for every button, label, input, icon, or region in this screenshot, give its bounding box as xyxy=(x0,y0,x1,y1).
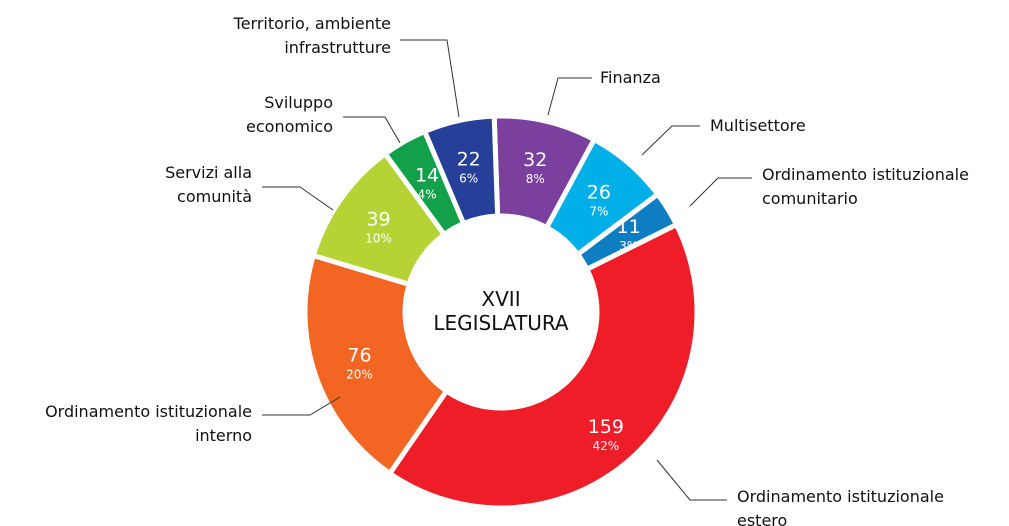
percent-label: 8% xyxy=(526,171,545,185)
percent-label: 7% xyxy=(589,204,608,218)
category-label: Ordinamento istituzionale interno xyxy=(45,402,252,445)
leader-line xyxy=(343,116,401,144)
value-label: 76 xyxy=(347,344,371,366)
category-label: Sviluppo economico xyxy=(246,93,333,136)
value-label: 159 xyxy=(588,415,624,437)
category-label: Ordinamento istituzionale comunitario xyxy=(762,165,969,208)
percent-label: 10% xyxy=(365,231,392,245)
leader-line xyxy=(262,186,334,211)
leader-line xyxy=(262,396,341,416)
leader-line xyxy=(400,39,460,118)
category-label: Territorio, ambiente infrastrutture xyxy=(233,14,391,57)
category-label: Finanza xyxy=(600,68,661,87)
leader-line xyxy=(641,125,700,156)
category-label: Servizi alla comunità xyxy=(165,163,252,206)
value-label: 39 xyxy=(366,208,390,230)
percent-label: 20% xyxy=(346,367,373,381)
leader-line xyxy=(656,459,727,501)
category-label: Multisettore xyxy=(710,116,806,135)
category-label: Ordinamento istituzionale estero xyxy=(737,487,944,526)
percent-label: 4% xyxy=(418,187,437,201)
percent-label: 42% xyxy=(593,438,620,452)
value-label: 22 xyxy=(457,148,481,170)
donut-segment xyxy=(386,221,700,511)
leader-line xyxy=(547,77,592,116)
value-label: 11 xyxy=(617,216,641,238)
value-label: 26 xyxy=(587,181,611,203)
percent-label: 6% xyxy=(459,171,478,185)
leader-line xyxy=(689,177,752,207)
donut-segment xyxy=(302,252,451,477)
value-label: 32 xyxy=(523,148,547,170)
donut-segment xyxy=(421,113,501,227)
center-title: XVII LEGISLATURA xyxy=(433,287,569,335)
value-label: 14 xyxy=(415,164,439,186)
